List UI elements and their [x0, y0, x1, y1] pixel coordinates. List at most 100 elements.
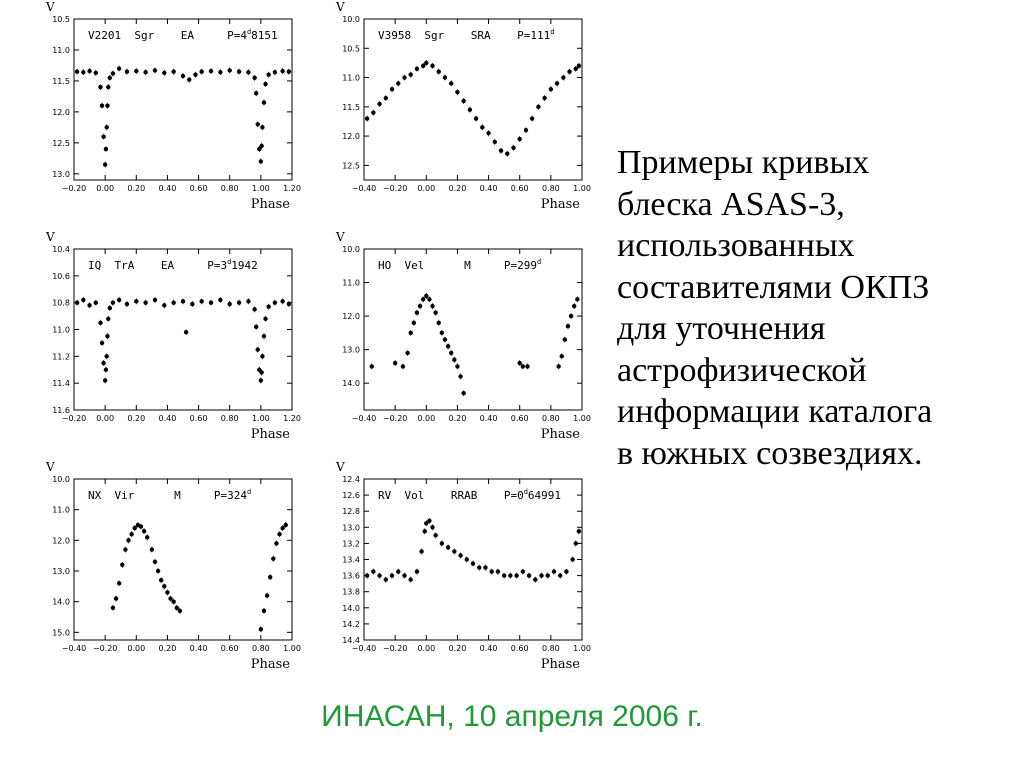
data-point: [558, 573, 563, 578]
data-point: [180, 73, 186, 79]
description-line: блеска ASAS-3,: [617, 185, 845, 223]
data-point: [174, 605, 179, 610]
description-line: использованных: [617, 227, 855, 264]
data-point: [489, 569, 494, 574]
y-tick-label: 11.4: [52, 379, 70, 388]
x-tick-label: 0.60: [190, 414, 208, 423]
x-tick-label: 0.20: [127, 184, 145, 193]
footer-text: ИНАСАН, 10 апреля 2006 г.: [321, 700, 703, 733]
data-point: [107, 75, 113, 81]
data-point: [87, 303, 92, 308]
data-point: [260, 125, 265, 130]
data-point: [129, 532, 134, 537]
data-point: [263, 81, 268, 87]
data-point: [162, 303, 167, 308]
x-tick-label: 1.20: [283, 414, 301, 423]
star-annotation: HO Vel M P=299d: [378, 258, 541, 272]
x-tick-label: −0.20: [383, 184, 408, 193]
data-point: [102, 162, 108, 167]
data-point: [458, 553, 463, 558]
x-tick-label: −0.20: [383, 414, 408, 423]
description-line: астрофизической: [617, 351, 867, 389]
x-tick-label: 0.00: [96, 184, 114, 193]
data-point: [508, 573, 513, 578]
y-tick-label: 10.0: [52, 475, 70, 484]
data-point: [253, 324, 259, 330]
chart-v2201-sgr: −0.20 0.00 0.20 0.40 0.60 0.80 1.00 1.20 10.5 11.…: [36, 0, 306, 212]
y-tick-label: 13.0: [52, 567, 70, 576]
data-point: [103, 367, 109, 372]
x-tick-label: 0.80: [252, 644, 270, 653]
data-point: [134, 299, 139, 304]
data-point: [162, 584, 167, 589]
data-point: [520, 569, 526, 574]
data-point: [253, 91, 259, 96]
x-tick-label: 1.00: [252, 414, 270, 423]
y-axis-label: V: [45, 460, 55, 474]
data-point: [283, 522, 288, 528]
y-axis-label: V: [45, 0, 55, 14]
data-point: [371, 110, 376, 115]
chart-iq-tra: −0.20 0.00 0.20 0.40 0.60 0.80 1.00 1.20 10.4 10.…: [36, 230, 306, 442]
x-tick-label: 0.80: [542, 184, 560, 193]
data-point: [199, 69, 204, 74]
data-point: [74, 300, 80, 305]
x-tick-label: 0.80: [221, 184, 239, 193]
data-point: [236, 69, 242, 74]
y-tick-label: 13.0: [342, 523, 360, 532]
data-point: [110, 71, 116, 76]
data-point: [477, 565, 482, 570]
data-point: [101, 134, 106, 139]
data-point: [180, 299, 186, 304]
x-tick-label: 0.00: [127, 644, 145, 653]
data-point: [473, 116, 479, 121]
data-point: [445, 344, 451, 349]
data-point: [517, 136, 522, 142]
y-tick-label: 12.0: [52, 536, 70, 545]
data-point: [452, 549, 457, 554]
data-point: [227, 68, 232, 73]
data-point: [261, 334, 267, 339]
data-point: [467, 107, 473, 112]
x-tick-label: 1.20: [283, 184, 301, 193]
data-point: [93, 70, 98, 76]
data-point: [246, 70, 251, 75]
data-point: [520, 364, 526, 369]
data-point: [396, 569, 401, 574]
y-tick-label: 14.0: [52, 598, 70, 607]
data-point: [252, 75, 257, 81]
data-point: [258, 378, 264, 383]
data-point: [424, 60, 429, 66]
y-tick-label: 11.0: [342, 279, 360, 288]
y-tick-label: 12.6: [342, 491, 360, 500]
data-point: [564, 569, 569, 574]
data-point: [266, 304, 271, 309]
data-point: [162, 70, 167, 76]
data-point: [199, 299, 204, 304]
x-tick-label: −0.40: [352, 184, 377, 193]
data-point: [514, 573, 519, 578]
x-tick-label: 0.60: [511, 644, 529, 653]
data-point: [116, 581, 122, 586]
x-tick-label: 0.40: [480, 644, 498, 653]
data-point: [81, 297, 86, 303]
data-point: [526, 573, 532, 578]
y-tick-label: 11.5: [52, 77, 70, 86]
data-point: [498, 148, 504, 153]
data-point: [218, 297, 223, 303]
data-point: [369, 364, 374, 369]
data-point: [208, 300, 214, 305]
x-tick-label: −0.40: [352, 414, 377, 423]
data-point: [419, 549, 424, 554]
data-point: [159, 578, 164, 583]
data-point: [143, 70, 148, 75]
data-point: [405, 350, 410, 356]
data-point: [143, 300, 148, 305]
data-point: [464, 557, 469, 562]
data-point: [576, 529, 582, 534]
data-point: [461, 391, 466, 396]
y-tick-label: 10.6: [52, 272, 70, 281]
y-tick-label: 12.0: [342, 312, 360, 321]
x-tick-label: 0.80: [542, 644, 560, 653]
data-point: [110, 605, 116, 610]
